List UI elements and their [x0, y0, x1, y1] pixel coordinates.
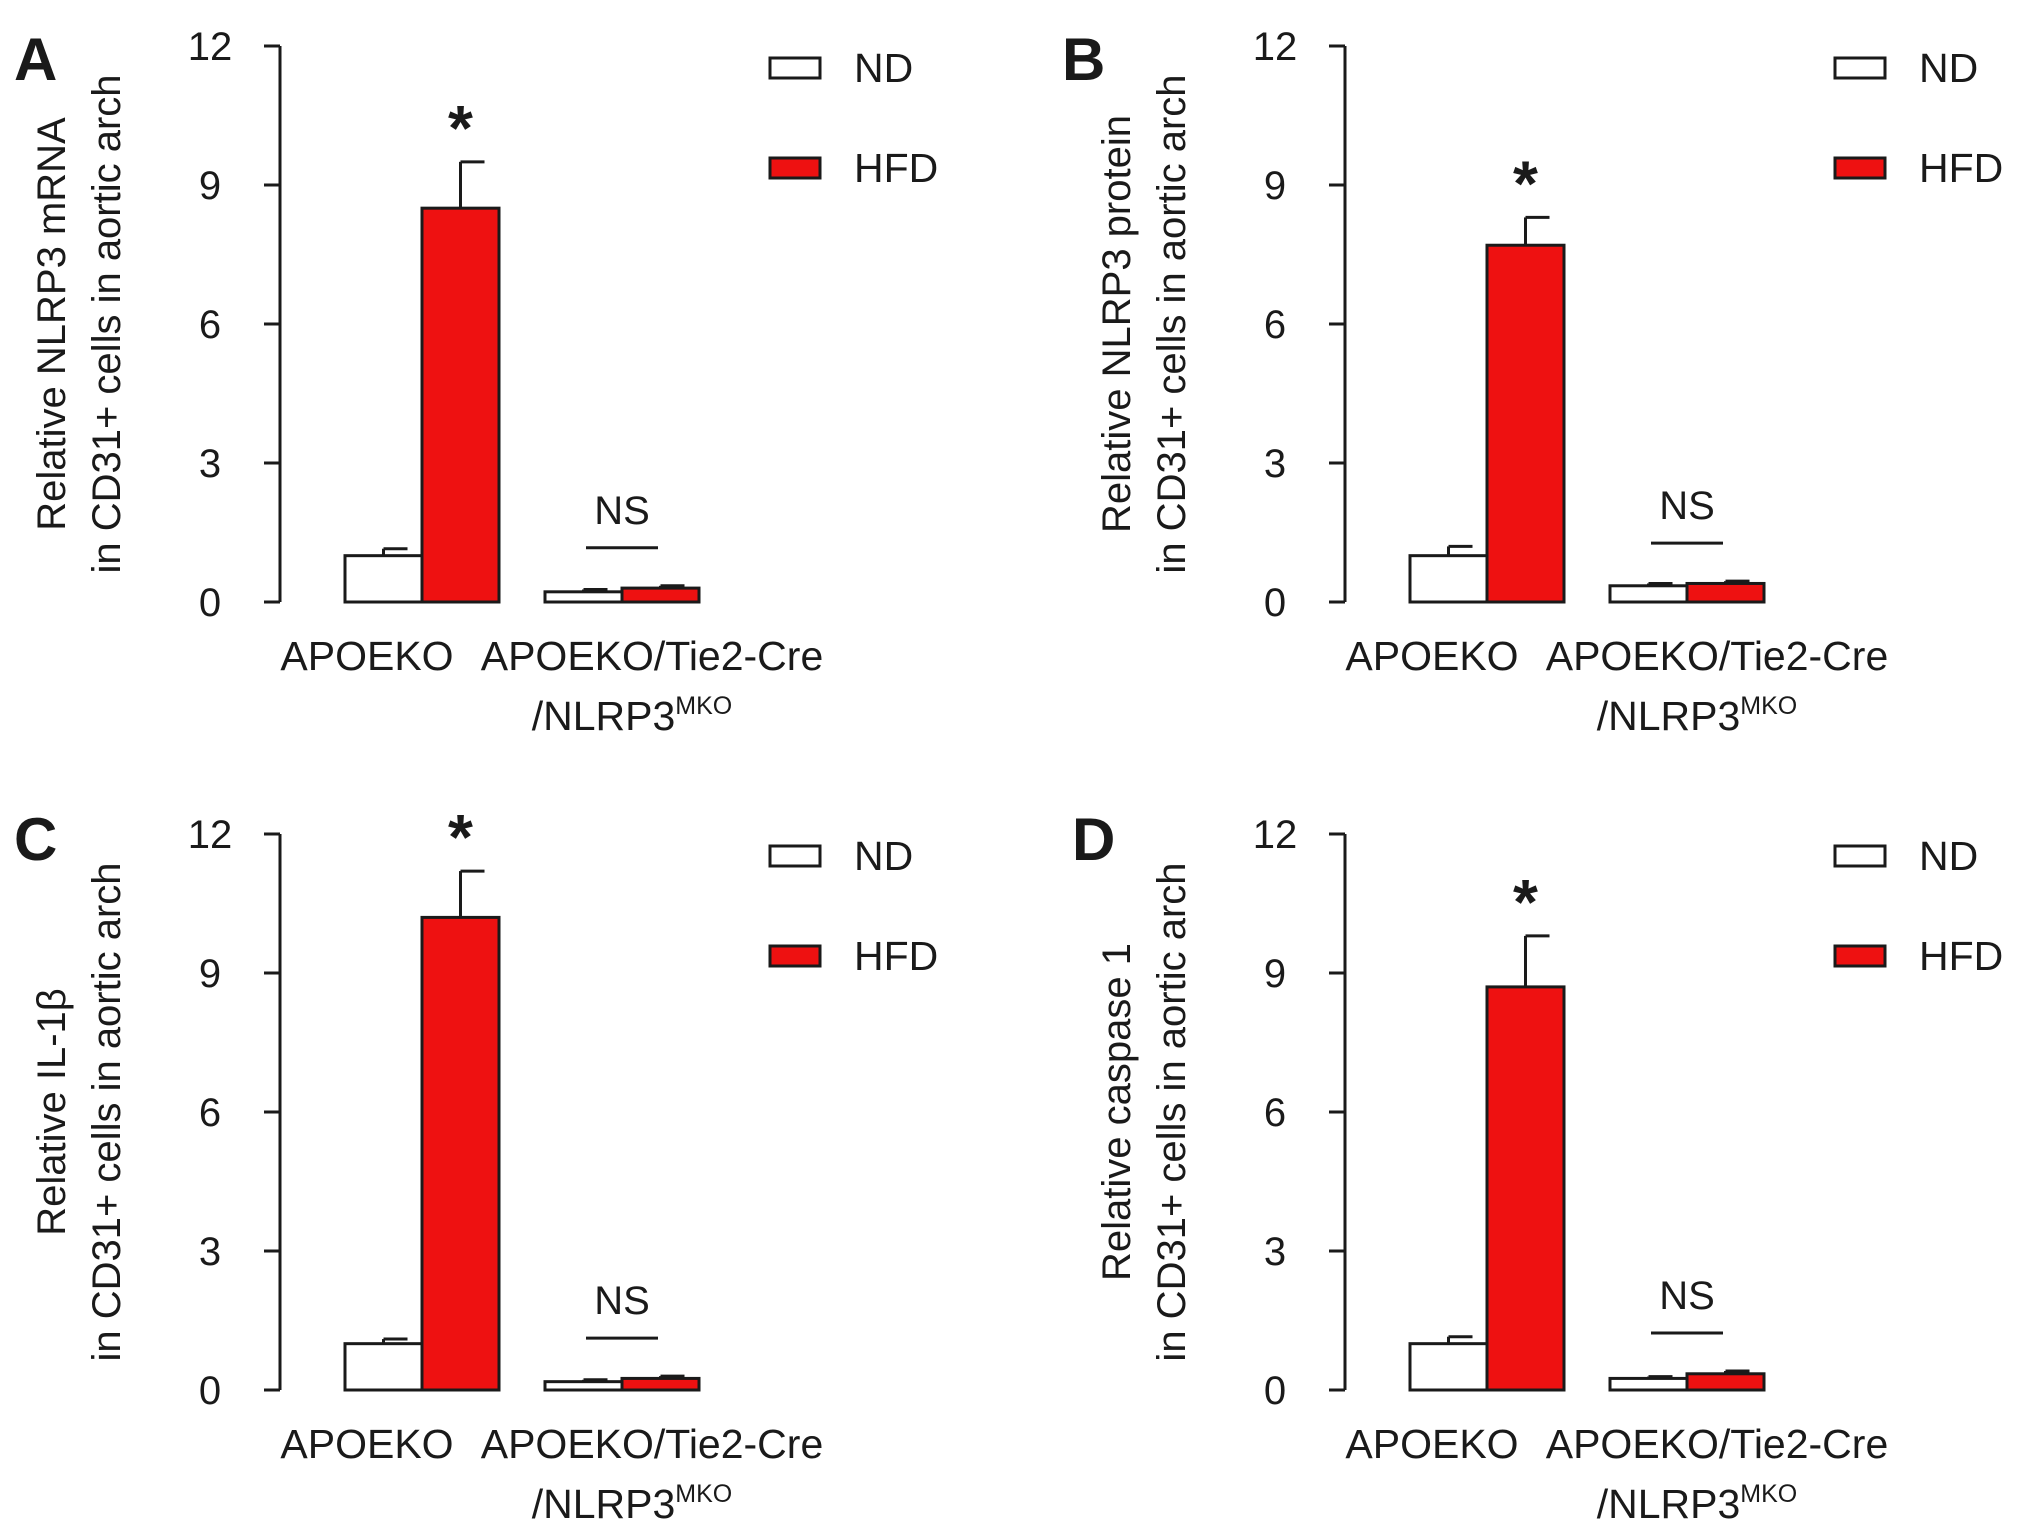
- panel-letter: A: [14, 26, 57, 93]
- y-tick-label: 3: [199, 442, 221, 486]
- bar-hfd-apoeko: [1485, 243, 1566, 604]
- legend-label-hfd: HFD: [1919, 933, 2003, 979]
- y-tick-label: 9: [1264, 164, 1286, 208]
- legend-label-nd: ND: [854, 833, 913, 879]
- category-label-nlrp3-mko: /NLRP3MKO: [532, 692, 733, 739]
- significance-asterisk: *: [1513, 147, 1538, 219]
- y-tick-label: 3: [199, 1230, 221, 1274]
- ns-label: NS: [1659, 484, 1715, 528]
- panel-d: D 0 3 6 9 12 Relative caspase 1 in CD31+ cells …: [1072, 806, 2003, 1527]
- bar-nd-apoeko: [1408, 554, 1489, 604]
- category-label-nlrp3: /NLRP3: [532, 693, 676, 739]
- category-label-apoeko-tie2-cre: APOEKO/Tie2-Cre: [1546, 1421, 1889, 1467]
- y-tick-label: 0: [199, 1369, 221, 1413]
- ns-label: NS: [594, 1279, 650, 1323]
- y-axis-label-line2: in CD31+ cells in aortic arch: [85, 862, 129, 1361]
- y-tick-label: 9: [199, 952, 221, 996]
- legend-label-nd: ND: [1919, 833, 1978, 879]
- bar-hfd-apoeko-tie2-cre: [1685, 581, 1766, 604]
- category-label-apoeko: APOEKO: [280, 1421, 453, 1467]
- y-axis-label-line1: Relative caspase 1: [1095, 943, 1139, 1281]
- significance-asterisk: *: [1513, 866, 1538, 938]
- panel-letter: D: [1072, 806, 1115, 873]
- y-tick-label: 9: [199, 164, 221, 208]
- category-label-nlrp3-mko: /NLRP3MKO: [532, 1480, 733, 1527]
- legend-swatch-nd: [768, 56, 822, 80]
- category-label-mko-superscript: MKO: [675, 692, 732, 720]
- legend-swatch-hfd: [768, 944, 822, 968]
- y-tick-label: 3: [1264, 1230, 1286, 1274]
- panel-b: B 0 3 6 9 12 Relative NLRP3 protein in CD31+ ce…: [1062, 25, 2003, 739]
- y-tick-label: 0: [1264, 581, 1286, 625]
- y-axis-label-line1: Relative NLRP3 protein: [1095, 115, 1139, 533]
- bar-hfd-apoeko-tie2-cre: [620, 586, 701, 604]
- legend-swatch-hfd: [1833, 944, 1887, 968]
- panel-c: C 0 3 6 9 12 Relative IL-1β in CD31+ cells in a…: [14, 801, 938, 1527]
- significance-asterisk: *: [448, 801, 473, 873]
- panel-letter: B: [1062, 26, 1105, 93]
- legend-swatch-nd: [768, 844, 822, 868]
- y-tick-label: 0: [199, 581, 221, 625]
- y-tick-label: 12: [188, 25, 233, 69]
- y-tick-label: 12: [1253, 25, 1298, 69]
- legend-label-nd: ND: [854, 45, 913, 91]
- category-label-apoeko: APOEKO: [1345, 1421, 1518, 1467]
- panel-letter: C: [14, 806, 57, 873]
- legend-swatch-nd: [1833, 56, 1887, 80]
- bar-nd-apoeko-tie2-cre: [1608, 1376, 1689, 1392]
- y-tick-label: 12: [188, 813, 233, 857]
- y-tick-label: 6: [1264, 1091, 1286, 1135]
- category-label-nlrp3-mko: /NLRP3MKO: [1597, 1480, 1798, 1527]
- bar-nd-apoeko-tie2-cre: [543, 590, 624, 604]
- category-label-apoeko: APOEKO: [280, 633, 453, 679]
- y-axis-label-line2: in CD31+ cells in aortic arch: [1150, 862, 1194, 1361]
- category-label-nlrp3: /NLRP3: [1597, 1481, 1741, 1527]
- y-tick-label: 6: [199, 1091, 221, 1135]
- y-axis-label-line1: Relative NLRP3 mRNA: [30, 117, 74, 531]
- y-tick-label: 12: [1253, 813, 1298, 857]
- ns-label: NS: [1659, 1274, 1715, 1318]
- ns-label: NS: [594, 489, 650, 533]
- bar-nd-apoeko-tie2-cre: [1608, 584, 1689, 604]
- legend-label-hfd: HFD: [1919, 145, 2003, 191]
- category-label-mko-superscript: MKO: [675, 1480, 732, 1508]
- y-tick-label: 6: [1264, 303, 1286, 347]
- y-axis-label-line1: Relative IL-1β: [30, 988, 74, 1236]
- category-label-nlrp3: /NLRP3: [532, 1481, 676, 1527]
- y-tick-label: 0: [1264, 1369, 1286, 1413]
- category-label-nlrp3-mko: /NLRP3MKO: [1597, 692, 1798, 739]
- y-axis-label-line2: in CD31+ cells in aortic arch: [85, 74, 129, 573]
- legend-swatch-nd: [1833, 844, 1887, 868]
- bar-hfd-apoeko-tie2-cre: [620, 1376, 701, 1392]
- legend-swatch-hfd: [768, 156, 822, 180]
- bar-nd-apoeko: [343, 554, 424, 604]
- category-label-apoeko-tie2-cre: APOEKO/Tie2-Cre: [1546, 633, 1889, 679]
- significance-asterisk: *: [448, 92, 473, 164]
- y-tick-label: 3: [1264, 442, 1286, 486]
- bar-hfd-apoeko-tie2-cre: [1685, 1372, 1766, 1392]
- category-label-apoeko: APOEKO: [1345, 633, 1518, 679]
- category-label-apoeko-tie2-cre: APOEKO/Tie2-Cre: [481, 1421, 824, 1467]
- bar-hfd-apoeko: [420, 915, 501, 1392]
- bar-nd-apoeko: [1408, 1342, 1489, 1392]
- y-tick-label: 9: [1264, 952, 1286, 996]
- y-axis-label-line2: in CD31+ cells in aortic arch: [1150, 74, 1194, 573]
- legend-swatch-hfd: [1833, 156, 1887, 180]
- category-label-nlrp3: /NLRP3: [1597, 693, 1741, 739]
- legend-label-hfd: HFD: [854, 933, 938, 979]
- bar-hfd-apoeko: [1485, 985, 1566, 1392]
- legend-label-hfd: HFD: [854, 145, 938, 191]
- panel-a: A 0 3 6 9 12 Relative NLRP3 mRNA in CD31+ cells…: [14, 25, 938, 739]
- bar-nd-apoeko: [343, 1342, 424, 1392]
- y-tick-label: 6: [199, 303, 221, 347]
- bar-nd-apoeko-tie2-cre: [543, 1380, 624, 1392]
- category-label-mko-superscript: MKO: [1740, 692, 1797, 720]
- bar-hfd-apoeko: [420, 206, 501, 604]
- category-label-apoeko-tie2-cre: APOEKO/Tie2-Cre: [481, 633, 824, 679]
- category-label-mko-superscript: MKO: [1740, 1480, 1797, 1508]
- legend-label-nd: ND: [1919, 45, 1978, 91]
